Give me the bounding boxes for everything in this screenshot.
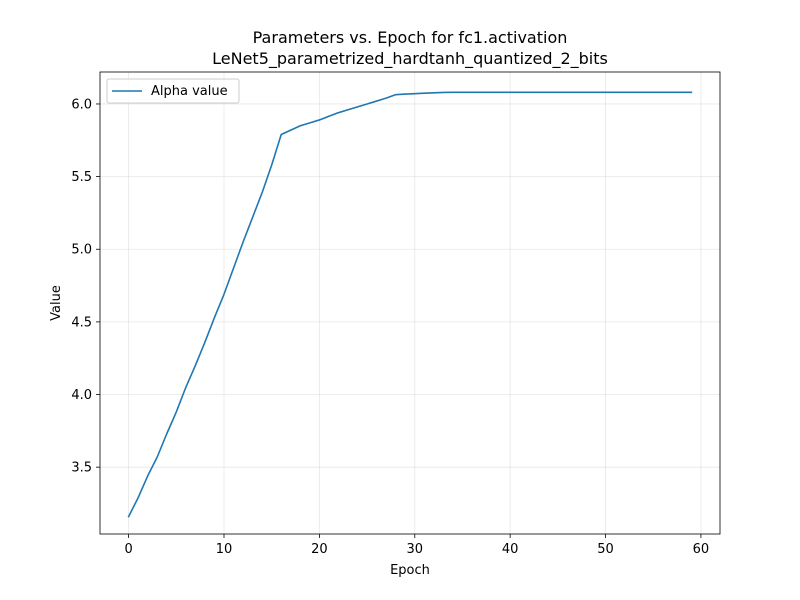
x-tick-label: 20: [311, 542, 328, 557]
x-axis: 0 10 20 30 40 50 60: [124, 534, 709, 557]
y-tick-label: 4.5: [71, 315, 92, 330]
x-tick-label: 30: [406, 542, 423, 557]
legend-label-alpha-value: Alpha value: [151, 84, 228, 99]
x-tick-label: 10: [216, 542, 233, 557]
legend: Alpha value: [106, 78, 240, 104]
chart-title-line-1: Parameters vs. Epoch for fc1.activation: [253, 28, 568, 47]
y-tick-label: 5.5: [71, 170, 92, 185]
grid: [100, 72, 720, 534]
chart-title-line-2: LeNet5_parametrized_hardtanh_quantized_2…: [212, 49, 608, 69]
y-axis-label: Value: [49, 285, 64, 321]
legend-box: [106, 78, 240, 104]
y-tick-label: 3.5: [71, 461, 92, 476]
plot-frame: [99, 71, 721, 535]
x-tick-label: 60: [693, 542, 710, 557]
y-tick-label: 5.0: [71, 243, 92, 258]
y-axis: 3.5 4.0 4.5 5.0 5.5 6.0: [71, 97, 100, 476]
x-tick-label: 40: [502, 542, 519, 557]
series-layer: [127, 91, 693, 518]
x-tick-label: 50: [597, 542, 614, 557]
series-line-alpha-value: [127, 91, 693, 518]
x-axis-label: Epoch: [390, 563, 430, 578]
x-tick-label: 0: [124, 542, 132, 557]
y-tick-label: 4.0: [71, 388, 92, 403]
y-tick-label: 6.0: [71, 97, 92, 112]
